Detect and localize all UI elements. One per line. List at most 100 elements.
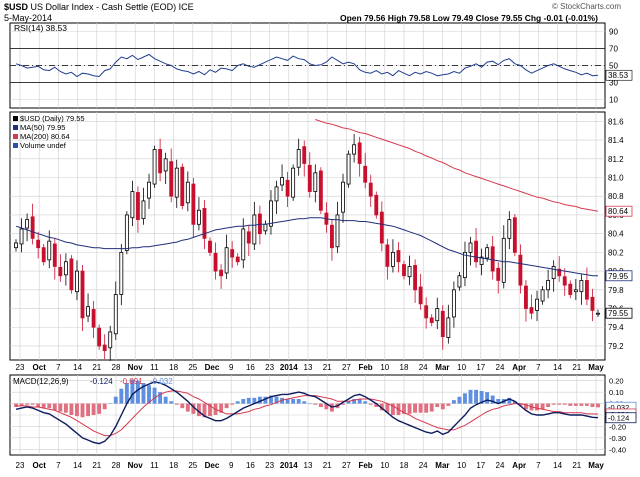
- macd-histogram-bar: [141, 383, 146, 404]
- macd-x-tick-label: Oct: [33, 461, 47, 470]
- macd-histogram-bar: [196, 403, 201, 417]
- macd-histogram-bar: [191, 403, 196, 414]
- candle-body: [307, 164, 312, 192]
- candle-body: [529, 307, 534, 314]
- macd-histogram-bar: [352, 399, 357, 404]
- macd-legend-item: -0.124: [90, 377, 113, 386]
- macd-histogram-bar: [507, 397, 512, 404]
- macd-histogram-bar: [235, 401, 240, 404]
- macd-histogram-bar: [241, 399, 246, 404]
- candle-body: [496, 267, 501, 281]
- candle-body: [562, 276, 567, 286]
- macd-histogram-bar: [429, 403, 434, 412]
- candle-body: [435, 308, 440, 322]
- macd-x-tick-label: Nov: [128, 461, 144, 470]
- macd-histogram-bar: [285, 399, 290, 404]
- price-x-tick-label: May: [588, 363, 604, 372]
- macd-histogram-bar: [518, 403, 523, 406]
- price-x-tick-label: 21: [572, 363, 581, 372]
- price-x-tick-label: Apr: [512, 363, 526, 372]
- macd-histogram-bar: [457, 396, 462, 404]
- macd-histogram-bar: [324, 403, 329, 410]
- rsi-tick-label: 90: [609, 28, 618, 37]
- macd-histogram-bar: [147, 385, 151, 404]
- macd-histogram-bar: [152, 387, 157, 404]
- candle-body: [318, 170, 323, 211]
- macd-histogram-bar: [58, 403, 63, 412]
- macd-histogram-bar: [318, 403, 323, 407]
- candle-body: [357, 142, 362, 164]
- candle-body: [524, 285, 528, 309]
- candle-body: [246, 231, 251, 244]
- price-x-tick-label: 28: [112, 363, 121, 372]
- candle-body: [396, 250, 401, 263]
- macd-histogram-bar: [108, 403, 113, 405]
- candle-body: [130, 191, 135, 219]
- macd-x-tick-label: 16: [246, 461, 255, 470]
- ma50-legend: MA(50) 79.95: [20, 123, 65, 132]
- macd-histogram-bar: [75, 403, 79, 417]
- candle-body: [224, 247, 229, 274]
- candle-body: [163, 158, 168, 172]
- price-x-tick-label: 23: [265, 363, 274, 372]
- macd-x-tick-label: 28: [112, 461, 121, 470]
- candle-body: [346, 153, 351, 185]
- macd-x-tick-label: 21: [323, 461, 332, 470]
- price-x-tick-label: 27: [342, 363, 351, 372]
- candle-body: [202, 207, 207, 239]
- macd-x-tick-label: 14: [73, 461, 82, 470]
- ma200-line: [315, 119, 599, 212]
- macd-tick-label: 0.20: [609, 377, 624, 386]
- macd-histogram-bar: [136, 380, 140, 404]
- candle-body: [313, 172, 318, 192]
- macd-histogram-bar: [52, 403, 57, 411]
- candle-body: [41, 247, 46, 263]
- macd-histogram-bar: [180, 403, 185, 409]
- macd-legend-item: MACD(12,26,9): [13, 377, 69, 386]
- candle-body: [269, 200, 273, 227]
- macd-tick-label: -0.30: [609, 434, 626, 443]
- macd-histogram-bar: [490, 395, 495, 404]
- price-tick-label: 79.4: [608, 323, 624, 332]
- macd-histogram-bar: [80, 403, 85, 418]
- macd-legend-item: -0.032: [150, 377, 173, 386]
- macd-histogram-bar: [584, 403, 589, 406]
- candle-body: [518, 254, 523, 286]
- volume-legend: Volume undef: [20, 141, 67, 150]
- candle-body: [108, 331, 113, 349]
- macd-histogram-bar: [418, 403, 423, 413]
- candle-body: [252, 214, 257, 245]
- candle-body: [579, 280, 584, 293]
- candle-body: [80, 270, 85, 319]
- price-tick-label: 80.2: [608, 248, 624, 257]
- macd-line: [15, 381, 599, 445]
- macd-x-tick-label: 24: [419, 461, 428, 470]
- macd-x-tick-label: 10: [380, 461, 389, 470]
- candle-body: [463, 251, 467, 279]
- close-last-value: 79.55: [608, 309, 629, 318]
- macd-histogram-bar: [446, 403, 451, 406]
- candle-body: [590, 296, 595, 311]
- macd-histogram-bar: [596, 403, 600, 408]
- macd-histogram-bar: [14, 403, 18, 407]
- macd-histogram-bar: [169, 401, 174, 404]
- macd-histogram-bar: [263, 396, 268, 404]
- candle-body: [147, 181, 151, 199]
- rsi-tick-label: 70: [609, 45, 618, 54]
- macd-x-tick-label: May: [588, 461, 604, 470]
- header-ohlc: Open 79.56 High 79.58 Low 79.49 Close 79…: [340, 13, 598, 23]
- macd-histogram-bar: [485, 392, 490, 404]
- macd-histogram-bar: [113, 396, 118, 404]
- candle-body: [413, 265, 418, 291]
- macd-histogram-bar: [86, 403, 90, 417]
- price-x-tick-label: 17: [476, 363, 485, 372]
- macd-histogram-bar: [219, 403, 224, 413]
- macd-histogram-bar: [512, 401, 517, 404]
- candle-body: [30, 216, 35, 239]
- macd-histogram-bar: [374, 403, 379, 407]
- macd-histogram-bar: [174, 403, 179, 405]
- macd-histogram-bar: [302, 401, 307, 404]
- watermark: © StockCharts.com: [552, 2, 622, 11]
